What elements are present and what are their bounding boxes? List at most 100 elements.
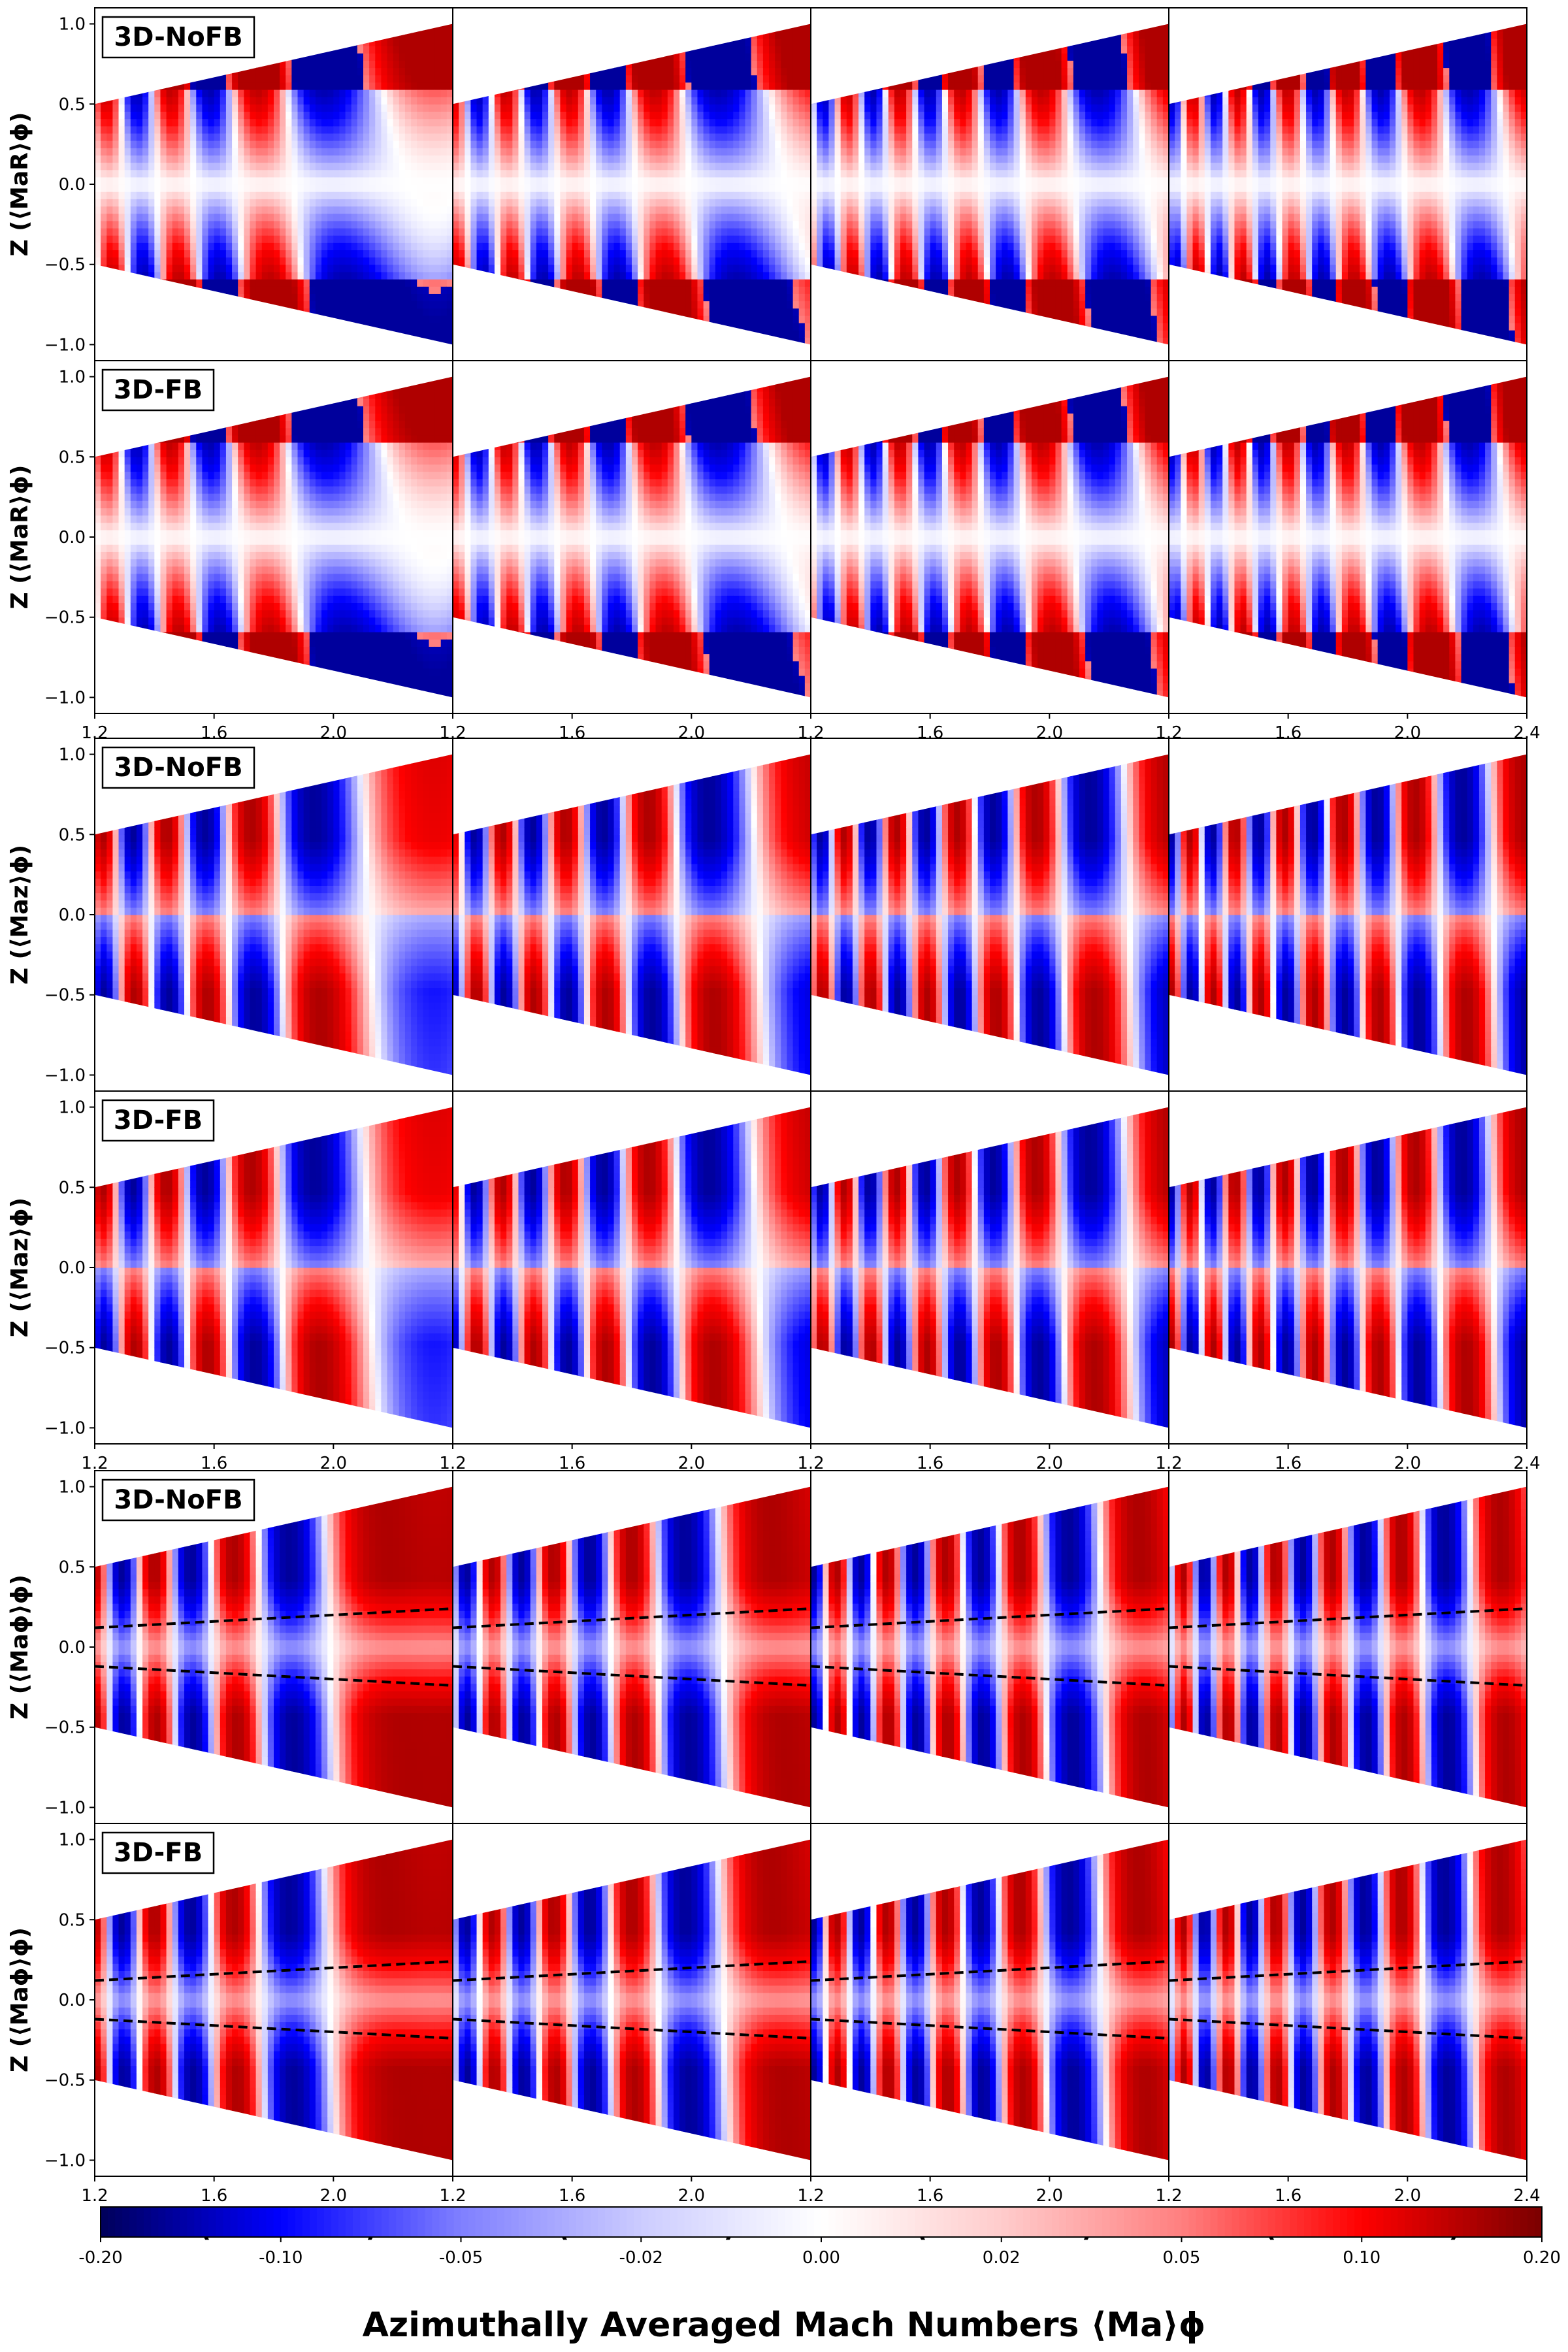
heatmap-cell xyxy=(184,228,191,236)
heatmap-cell xyxy=(727,228,734,236)
heatmap-cell xyxy=(435,126,442,134)
heatmap-cell xyxy=(584,177,591,185)
heatmap-cell xyxy=(727,308,734,316)
heatmap-cell xyxy=(512,133,519,141)
heatmap-cell xyxy=(351,133,358,141)
heatmap-cell xyxy=(674,265,680,272)
heatmap-cell xyxy=(262,221,269,229)
heatmap-cell xyxy=(250,148,256,155)
heatmap-cell xyxy=(500,250,507,257)
heatmap-cell xyxy=(310,293,316,301)
heatmap-cell xyxy=(531,250,537,257)
heatmap-cell xyxy=(262,250,269,257)
heatmap-cell xyxy=(321,90,328,97)
heatmap-cell xyxy=(250,279,256,287)
heatmap-cell xyxy=(649,265,656,272)
heatmap-cell xyxy=(429,90,435,97)
heatmap-cell xyxy=(369,286,376,294)
heatmap-cell xyxy=(441,119,448,127)
heatmap-cell xyxy=(387,119,394,127)
heatmap-cell xyxy=(614,111,621,119)
heatmap-cell xyxy=(316,177,322,185)
heatmap-cell xyxy=(531,140,537,148)
heatmap-cell xyxy=(679,111,686,119)
heatmap-cell xyxy=(256,286,263,294)
heatmap-cell xyxy=(405,170,412,178)
heatmap-cell xyxy=(710,228,716,236)
heatmap-cell xyxy=(727,155,734,163)
heatmap-cell xyxy=(423,316,429,323)
heatmap-cell xyxy=(137,265,143,272)
heatmap-cell xyxy=(710,214,716,221)
heatmap-cell xyxy=(572,206,579,214)
heatmap-cell xyxy=(178,184,185,192)
heatmap-cell xyxy=(137,206,143,214)
heatmap-cell xyxy=(304,250,310,257)
heatmap-cell xyxy=(542,111,549,119)
heatmap-cell xyxy=(536,257,543,265)
heatmap-cell xyxy=(512,155,519,163)
heatmap-cell xyxy=(304,126,310,134)
heatmap-cell xyxy=(262,119,269,127)
heatmap-cell xyxy=(638,104,644,112)
heatmap-cell xyxy=(656,286,662,294)
heatmap-cell xyxy=(489,191,495,199)
heatmap-cell xyxy=(656,67,662,75)
heatmap-cell xyxy=(172,126,179,134)
heatmap-cell xyxy=(244,199,250,206)
heatmap-cell xyxy=(357,199,364,206)
heatmap-cell xyxy=(715,206,722,214)
heatmap-cell xyxy=(417,39,423,46)
heatmap-cell xyxy=(739,97,745,105)
heatmap-cell xyxy=(244,221,250,229)
heatmap-cell xyxy=(590,140,596,148)
heatmap-cell xyxy=(429,265,435,272)
heatmap-cell xyxy=(662,104,668,112)
heatmap-cell xyxy=(649,111,656,119)
heatmap-cell xyxy=(751,46,758,54)
heatmap-cell xyxy=(489,242,495,250)
heatmap-cell xyxy=(316,119,322,127)
heatmap-cell xyxy=(381,90,387,97)
heatmap-cell xyxy=(327,53,334,61)
heatmap-cell xyxy=(381,177,387,185)
heatmap-cell xyxy=(357,119,364,127)
heatmap-cell xyxy=(429,39,435,46)
heatmap-cell xyxy=(196,90,203,97)
heatmap-cell xyxy=(727,133,734,141)
heatmap-cell xyxy=(662,199,668,206)
heatmap-cell xyxy=(668,265,674,272)
heatmap-cell xyxy=(298,177,304,185)
heatmap-cell xyxy=(506,104,513,112)
heatmap-cell xyxy=(710,148,716,155)
heatmap-cell xyxy=(321,177,328,185)
heatmap-cell xyxy=(525,126,531,134)
heatmap-cell xyxy=(423,184,429,192)
heatmap-cell xyxy=(399,199,406,206)
heatmap-cell xyxy=(649,235,656,243)
heatmap-cell xyxy=(620,199,627,206)
heatmap-cell xyxy=(614,163,621,171)
heatmap-cell xyxy=(423,97,429,105)
heatmap-cell xyxy=(125,250,131,257)
heatmap-cell xyxy=(363,53,370,61)
heatmap-cell xyxy=(632,206,638,214)
heatmap-cell xyxy=(411,235,417,243)
heatmap-cell xyxy=(375,82,382,90)
heatmap-cell xyxy=(339,221,346,229)
heatmap-cell xyxy=(477,133,483,141)
heatmap-cell xyxy=(101,257,107,265)
heatmap-cell xyxy=(202,133,208,141)
heatmap-cell xyxy=(178,140,185,148)
heatmap-cell xyxy=(351,170,358,178)
heatmap-cell xyxy=(125,235,131,243)
heatmap-cell xyxy=(435,301,442,309)
heatmap-cell xyxy=(387,148,394,155)
heatmap-cell xyxy=(632,104,638,112)
heatmap-cell xyxy=(369,293,376,301)
heatmap-cell xyxy=(710,111,716,119)
heatmap-cell xyxy=(286,221,292,229)
heatmap-cell xyxy=(751,133,758,141)
heatmap-cell xyxy=(518,235,525,243)
heatmap-cell xyxy=(286,75,292,83)
